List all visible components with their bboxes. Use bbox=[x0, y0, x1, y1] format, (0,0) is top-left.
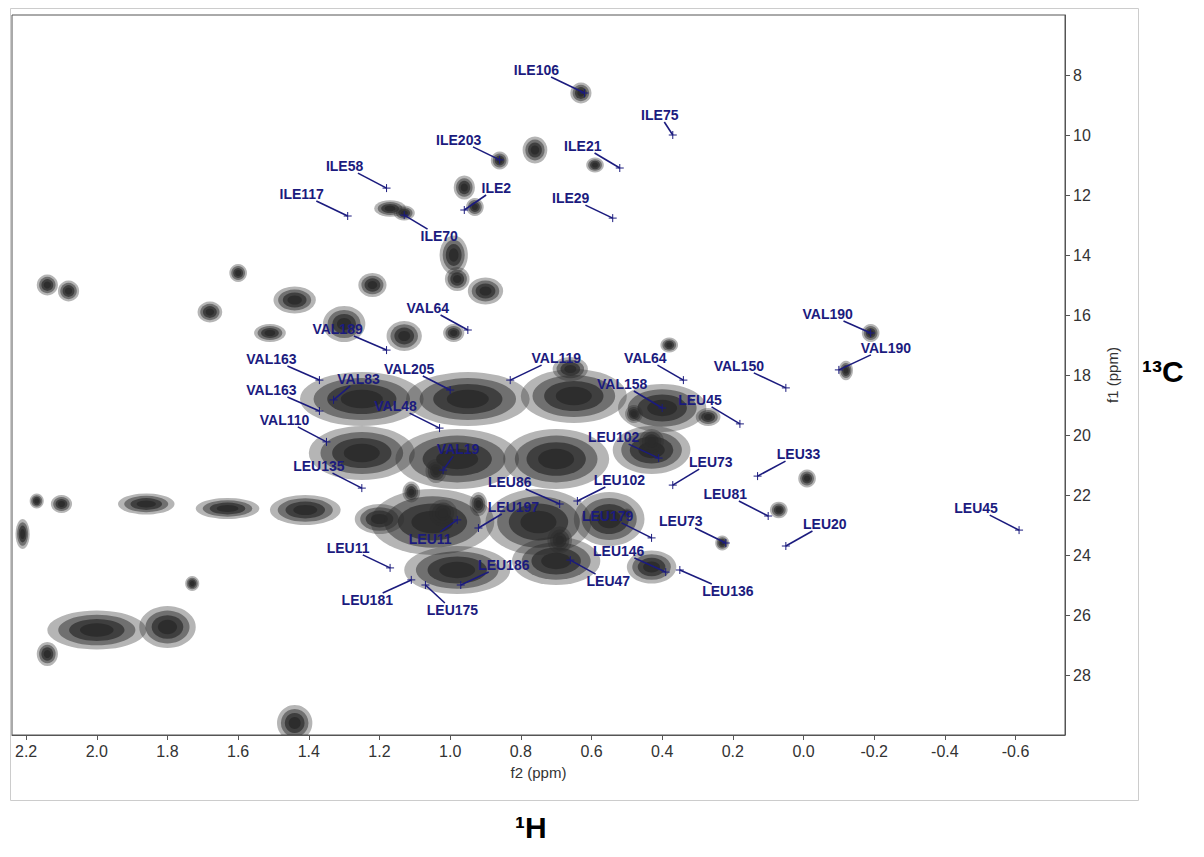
svg-text:VAL163: VAL163 bbox=[246, 382, 297, 398]
svg-text:VAL119: VAL119 bbox=[531, 350, 581, 366]
svg-text:f2 (ppm): f2 (ppm) bbox=[511, 764, 567, 781]
svg-text:VAL205: VAL205 bbox=[384, 361, 435, 377]
svg-text:¹H: ¹H bbox=[515, 811, 547, 844]
svg-text:LEU11: LEU11 bbox=[327, 540, 370, 556]
svg-text:VAL150: VAL150 bbox=[714, 358, 765, 374]
svg-text:26: 26 bbox=[1073, 607, 1091, 624]
svg-text:VAL19: VAL19 bbox=[437, 441, 480, 457]
svg-text:LEU179: LEU179 bbox=[582, 508, 634, 524]
svg-text:ILE75: ILE75 bbox=[641, 107, 679, 123]
svg-text:LEU146: LEU146 bbox=[593, 543, 645, 559]
svg-text:ILE58: ILE58 bbox=[326, 158, 364, 174]
svg-text:LEU197: LEU197 bbox=[488, 499, 540, 515]
svg-text:LEU102: LEU102 bbox=[588, 429, 640, 445]
svg-text:ILE29: ILE29 bbox=[552, 190, 590, 206]
svg-text:1.6: 1.6 bbox=[227, 743, 249, 760]
svg-text:8: 8 bbox=[1073, 67, 1082, 84]
svg-text:LEU81: LEU81 bbox=[703, 486, 747, 502]
svg-text:12: 12 bbox=[1073, 187, 1091, 204]
svg-text:VAL158: VAL158 bbox=[597, 376, 648, 392]
svg-text:0.8: 0.8 bbox=[510, 743, 532, 760]
svg-text:LEU86: LEU86 bbox=[488, 474, 532, 490]
svg-text:LEU47: LEU47 bbox=[587, 573, 631, 589]
svg-text:-0.2: -0.2 bbox=[860, 743, 888, 760]
svg-text:14: 14 bbox=[1073, 247, 1091, 264]
svg-text:ILE21: ILE21 bbox=[564, 138, 602, 154]
svg-text:1.0: 1.0 bbox=[439, 743, 461, 760]
svg-text:VAL48: VAL48 bbox=[374, 398, 417, 414]
svg-text:18: 18 bbox=[1073, 367, 1091, 384]
svg-text:1.4: 1.4 bbox=[298, 743, 320, 760]
svg-text:VAL83: VAL83 bbox=[337, 371, 380, 387]
svg-text:VAL190: VAL190 bbox=[802, 306, 853, 322]
svg-text:VAL190: VAL190 bbox=[861, 340, 912, 356]
svg-text:ILE70: ILE70 bbox=[421, 228, 459, 244]
svg-text:1.2: 1.2 bbox=[368, 743, 390, 760]
svg-text:-0.6: -0.6 bbox=[1002, 743, 1030, 760]
svg-text:LEU20: LEU20 bbox=[803, 516, 847, 532]
svg-text:0.2: 0.2 bbox=[722, 743, 744, 760]
svg-text:LEU73: LEU73 bbox=[689, 454, 733, 470]
svg-text:LEU33: LEU33 bbox=[777, 446, 821, 462]
svg-text:0.6: 0.6 bbox=[580, 743, 602, 760]
svg-text:LEU102: LEU102 bbox=[594, 472, 646, 488]
svg-text:ILE203: ILE203 bbox=[436, 132, 481, 148]
svg-text:VAL189: VAL189 bbox=[312, 321, 363, 337]
svg-text:ILE2: ILE2 bbox=[482, 180, 512, 196]
svg-text:LEU136: LEU136 bbox=[702, 583, 754, 599]
svg-text:0.0: 0.0 bbox=[792, 743, 814, 760]
svg-text:LEU73: LEU73 bbox=[659, 513, 703, 529]
svg-text:16: 16 bbox=[1073, 307, 1091, 324]
svg-text:2.0: 2.0 bbox=[86, 743, 108, 760]
svg-text:24: 24 bbox=[1073, 547, 1091, 564]
svg-text:-0.4: -0.4 bbox=[931, 743, 959, 760]
svg-text:2.2: 2.2 bbox=[15, 743, 37, 760]
svg-text:22: 22 bbox=[1073, 487, 1091, 504]
svg-text:0.4: 0.4 bbox=[651, 743, 673, 760]
svg-text:ILE106: ILE106 bbox=[514, 62, 559, 78]
svg-text:20: 20 bbox=[1073, 427, 1091, 444]
svg-text:LEU135: LEU135 bbox=[293, 458, 345, 474]
svg-text:VAL163: VAL163 bbox=[246, 351, 297, 367]
svg-text:ILE117: ILE117 bbox=[280, 186, 325, 202]
svg-text:¹³C: ¹³C bbox=[1142, 355, 1184, 388]
svg-text:LEU11: LEU11 bbox=[409, 531, 452, 547]
svg-text:LEU186: LEU186 bbox=[478, 557, 530, 573]
svg-text:VAL110: VAL110 bbox=[260, 412, 310, 428]
svg-text:f1 (ppm): f1 (ppm) bbox=[1104, 347, 1121, 403]
svg-text:LEU45: LEU45 bbox=[954, 500, 998, 516]
svg-text:LEU45: LEU45 bbox=[678, 392, 722, 408]
svg-text:10: 10 bbox=[1073, 127, 1091, 144]
svg-text:VAL64: VAL64 bbox=[624, 350, 667, 366]
svg-text:1.8: 1.8 bbox=[156, 743, 178, 760]
svg-text:LEU181: LEU181 bbox=[342, 592, 394, 608]
svg-text:VAL64: VAL64 bbox=[407, 300, 450, 316]
svg-text:LEU175: LEU175 bbox=[427, 602, 479, 618]
svg-text:28: 28 bbox=[1073, 667, 1091, 684]
